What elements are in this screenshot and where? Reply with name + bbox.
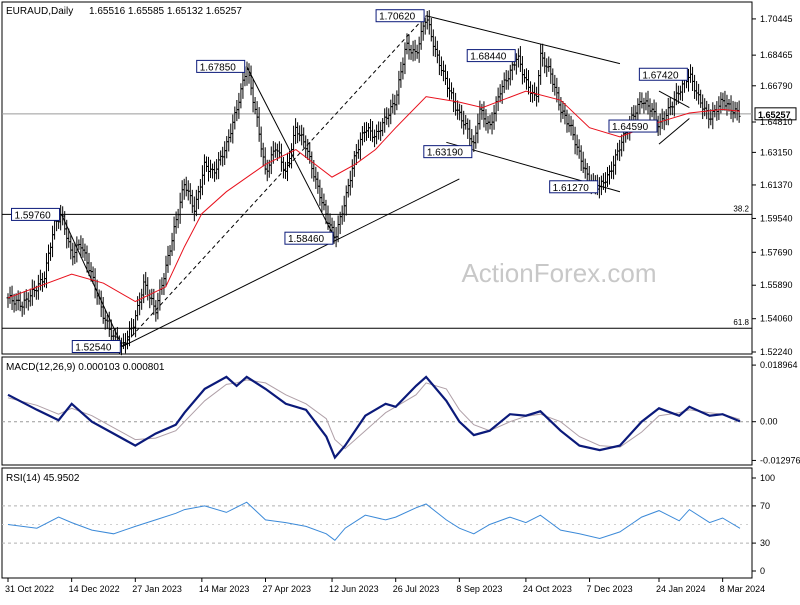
price-levels: 38.2 61.8 — [2, 113, 752, 329]
macd-line — [7, 375, 741, 460]
rsi-tick-label: 100 — [760, 473, 775, 483]
time-tick-label: 12 Jun 2023 — [329, 584, 379, 594]
trendline — [658, 118, 690, 145]
price-annotation-box — [423, 145, 473, 159]
rsi-tick-label: 70 — [760, 501, 770, 511]
price-annotation-label: 1.59760 — [15, 210, 52, 221]
price-annotation-box — [11, 207, 61, 221]
trendline — [425, 15, 621, 65]
time-tick-label: 31 Oct 2022 — [5, 584, 54, 594]
price-annotation-box — [284, 231, 334, 245]
time-tick-label: 7 Dec 2023 — [587, 584, 633, 594]
macd-tick-label: -0.012976 — [760, 455, 800, 465]
price-tick-label: 1.66790 — [760, 81, 793, 91]
price-annotation-label: 1.61270 — [553, 183, 590, 194]
time-tick-label: 14 Dec 2022 — [69, 584, 120, 594]
chart-frame — [1, 1, 753, 579]
price-series — [7, 90, 741, 303]
price-annotation-label: 1.68440 — [470, 52, 507, 63]
price-bars — [6, 10, 741, 356]
watermark: ActionForex.com — [461, 258, 656, 288]
rsi-title: RSI(14) 45.9502 — [6, 473, 80, 484]
price-axis: 1.70445 1.68465 1.66790 1.64810 1.63150 1.613… — [752, 14, 793, 357]
ohlc-readout: 1.65516 1.65585 1.65132 1.65257 — [89, 6, 242, 17]
price-annotation-label: 1.67850 — [200, 62, 237, 73]
price-annotation-label: 1.67420 — [642, 70, 679, 81]
moving-average-line — [7, 90, 741, 303]
macd-title: MACD(12,26,9) 0.000103 0.000801 — [6, 362, 165, 373]
current-price-box — [754, 107, 797, 121]
time-tick-label: 27 Apr 2023 — [263, 584, 312, 594]
price-annotation-label: 1.58460 — [288, 234, 325, 245]
trendline — [122, 178, 460, 347]
time-tick-label: 8 Sep 2023 — [456, 584, 502, 594]
rsi-panel: 100 70 30 0 — [2, 473, 775, 576]
macd-tick-label: 0.018964 — [760, 360, 798, 370]
time-tick-label: 24 Jan 2024 — [656, 584, 706, 594]
macd-tick-label: 0.00 — [760, 417, 778, 427]
price-annotation-label: 1.70620 — [379, 12, 416, 23]
rsi-tick-label: 30 — [760, 538, 770, 548]
price-annotation-label: 1.63190 — [427, 148, 464, 159]
dashed-trendline — [121, 15, 427, 347]
time-tick-label: 27 Jan 2023 — [132, 584, 182, 594]
price-annotations: 1.70620 1.67850 1.68440 1.67420 1.64590 1.631… — [11, 9, 797, 354]
price-tick-label: 1.52240 — [760, 347, 793, 357]
price-tick-label: 1.59540 — [760, 213, 793, 223]
trendline — [61, 214, 123, 347]
price-tick-label: 1.54060 — [760, 314, 793, 324]
trendline — [658, 90, 690, 108]
price-tick-label: 1.63150 — [760, 147, 793, 157]
price-annotation-box — [71, 340, 121, 354]
time-axis: 31 Oct 2022 14 Dec 2022 27 Jan 2023 14 Mar … — [5, 578, 765, 594]
price-annotation-box — [375, 9, 425, 23]
trendlines — [61, 15, 690, 347]
price-tick-label: 1.70445 — [760, 14, 793, 24]
price-annotation-box — [196, 59, 246, 73]
time-tick-label: 14 Mar 2023 — [199, 584, 250, 594]
price-tick-label: 1.68465 — [760, 50, 793, 60]
price-tick-label: 1.57690 — [760, 247, 793, 257]
rsi-line — [7, 501, 741, 541]
symbol-label: EURAUD,Daily — [6, 6, 73, 17]
fib-level-label: 61.8 — [733, 318, 749, 327]
macd-panel: 0.018964 0.00 -0.012976 — [2, 360, 800, 465]
price-annotation-label: 1.64590 — [612, 122, 649, 133]
price-annotation-box — [638, 67, 688, 81]
time-tick-label: 8 Mar 2024 — [720, 584, 766, 594]
price-tick-label: 1.64810 — [760, 117, 793, 127]
current-price-label: 1.65257 — [758, 110, 791, 120]
price-tick-label: 1.61370 — [760, 180, 793, 190]
price-annotation-label: 1.52540 — [75, 343, 112, 354]
price-annotation-box — [466, 49, 516, 63]
price-annotation-box — [549, 180, 599, 194]
time-tick-label: 24 Oct 2023 — [523, 584, 572, 594]
time-tick-label: 26 Jul 2023 — [393, 584, 440, 594]
price-annotation-box — [608, 119, 658, 133]
fib-level-label: 38.2 — [733, 204, 749, 213]
price-tick-label: 1.55890 — [760, 280, 793, 290]
rsi-tick-label: 0 — [760, 566, 765, 576]
macd-signal-line — [7, 379, 741, 450]
